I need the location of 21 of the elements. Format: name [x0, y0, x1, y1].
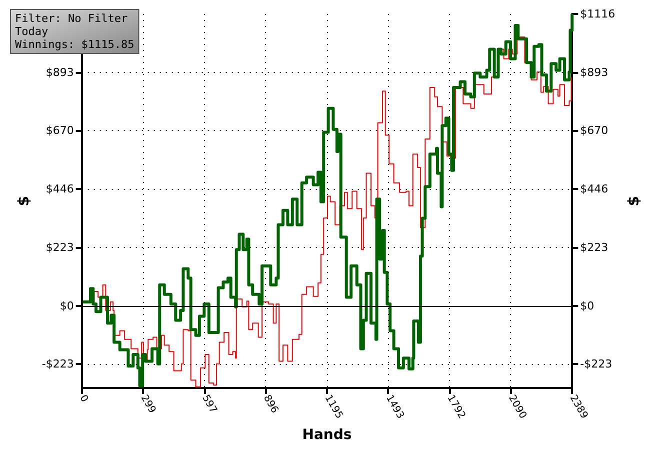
y-axis-title: $	[14, 196, 32, 206]
y-tick-label: $446	[46, 182, 74, 196]
y-tick-label: $670	[46, 124, 74, 138]
y2-tick-label: $670	[580, 124, 608, 138]
y2-tick-label: $446	[580, 182, 608, 196]
y2-tick-label: -$223	[580, 358, 612, 371]
text: Today	[15, 25, 48, 38]
y2-tick-label: $1116	[580, 8, 616, 20]
y-tick-label: $0	[60, 299, 74, 312]
x-tick-label: 597	[200, 393, 219, 416]
y-tick-label: $223	[46, 241, 74, 254]
x-axis-title: Hands	[302, 427, 352, 443]
annotation: Winnings: $1115.85	[15, 38, 134, 51]
y2-tick-label: $0	[580, 299, 594, 312]
x-tick-label: 0	[77, 393, 90, 404]
annotation: Filter: No Filter	[15, 12, 128, 25]
y2-tick-label: $223	[580, 241, 608, 254]
y-tick-label: $893	[46, 66, 74, 79]
y2-axis-title: $	[624, 196, 642, 206]
y2-tick-label: $893	[580, 66, 608, 79]
y-tick-label: -$223	[42, 358, 74, 371]
